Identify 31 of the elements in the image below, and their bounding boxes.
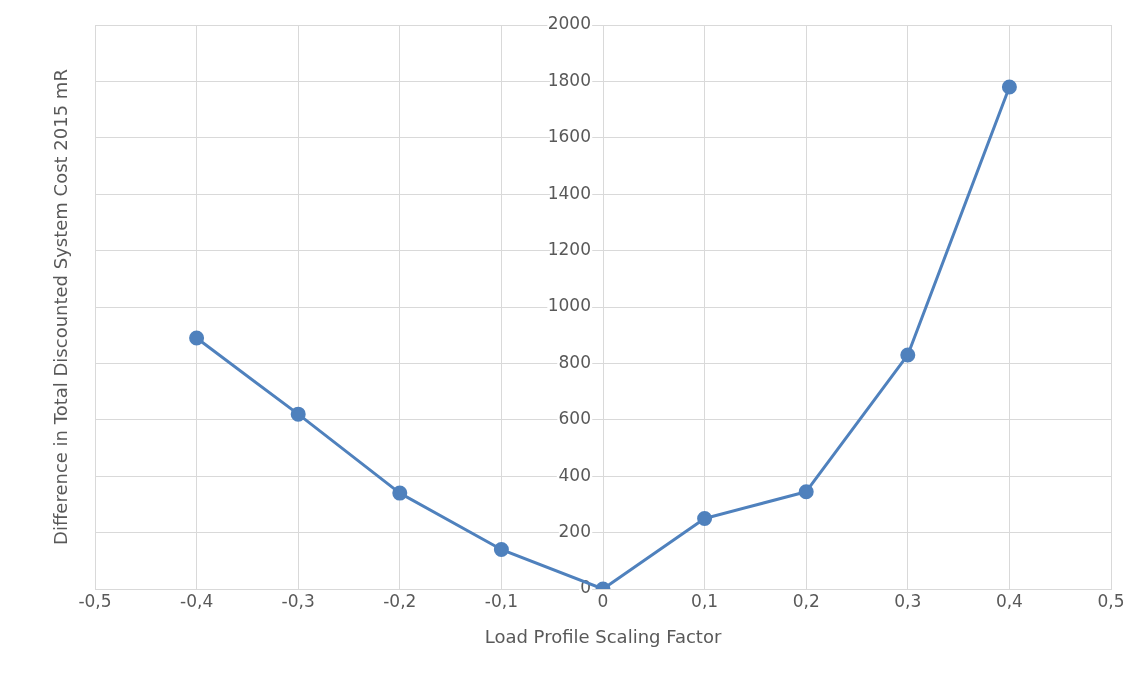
x-tick-label: 0,4 (995, 590, 1023, 611)
point (392, 485, 408, 501)
point (290, 406, 306, 422)
y-axis-title: Difference in Total Discounted System Cost 2015 mR (49, 69, 71, 545)
y-tick-label: 1000 (547, 295, 591, 316)
x-tick-label: 0,5 (1097, 590, 1125, 611)
x-tick-label: 0 (597, 590, 609, 611)
y-tick-label: 600 (558, 408, 591, 429)
y-tick-label: 1200 (547, 239, 591, 260)
x-tick-label: 0,1 (691, 590, 719, 611)
x-tick-label: 0,3 (894, 590, 922, 611)
y-tick-label: 1800 (547, 69, 591, 90)
point (900, 347, 916, 363)
x-tick-label: -0,1 (484, 590, 518, 611)
x-tick-label: -0,5 (78, 590, 112, 611)
y-tick-label: 200 (558, 521, 591, 542)
point (189, 330, 205, 346)
y-tick-label: 1600 (547, 126, 591, 147)
x-axis-title: Load Profile Scaling Factor (484, 625, 722, 647)
x-tick-label: 0,2 (792, 590, 820, 611)
point (697, 511, 713, 526)
y-tick-label: 1400 (547, 182, 591, 203)
y-tick-label: 800 (558, 351, 591, 372)
y-tick-label: 400 (558, 464, 591, 485)
x-tick-label: -0,3 (281, 590, 315, 611)
x-tick-label: -0,4 (180, 590, 214, 611)
point (493, 542, 509, 558)
x-tick-label: -0,2 (383, 590, 417, 611)
point (798, 484, 814, 500)
y-tick-label: 2000 (547, 13, 591, 34)
point (1001, 79, 1017, 95)
